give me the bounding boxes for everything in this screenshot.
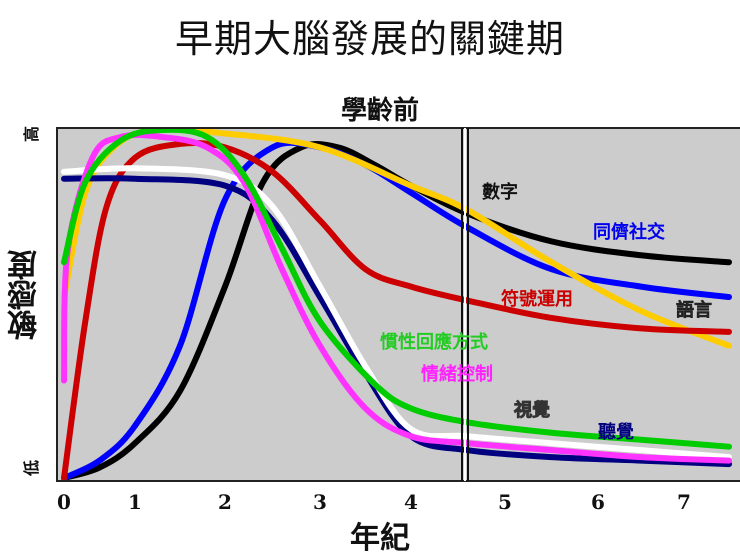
series-label-語言: 語言 [676,299,712,321]
chart-title: 早期大腦發展的關鍵期 [174,17,565,61]
x-tick-0: 0 [57,490,71,514]
x-tick-5: 5 [498,490,512,514]
x-tick-3: 3 [313,490,327,514]
series-line-符號運用 [61,140,732,480]
x-tick-7: 7 [677,490,691,514]
series-label-聽覺: 聽覺 [598,421,634,443]
series-lines [61,129,732,480]
x-tick-2: 2 [218,490,232,514]
preschool-divider [461,128,469,481]
series-label-視覺: 視覺 [513,399,550,421]
series-label-符號運用: 符號運用 [501,288,573,310]
series-label-情緒控制: 情緒控制 [421,363,493,385]
series-label-同儕社交: 同儕社交 [593,221,665,243]
series-label-數字: 數字 [482,181,518,203]
x-tick-1: 1 [128,490,142,514]
x-tick-6: 6 [591,490,605,514]
x-tick-4: 4 [404,490,418,514]
series-line-視覺 [61,165,732,461]
series-line-情緒控制 [61,131,732,464]
x-axis-ticks: 0 1 2 3 4 5 6 7 [57,490,691,514]
series-label-慣性回應方式: 慣性回應方式 [379,331,488,353]
region-label-preschool: 學齡前 [340,96,419,126]
series-line-慣性回應方式 [61,129,732,450]
